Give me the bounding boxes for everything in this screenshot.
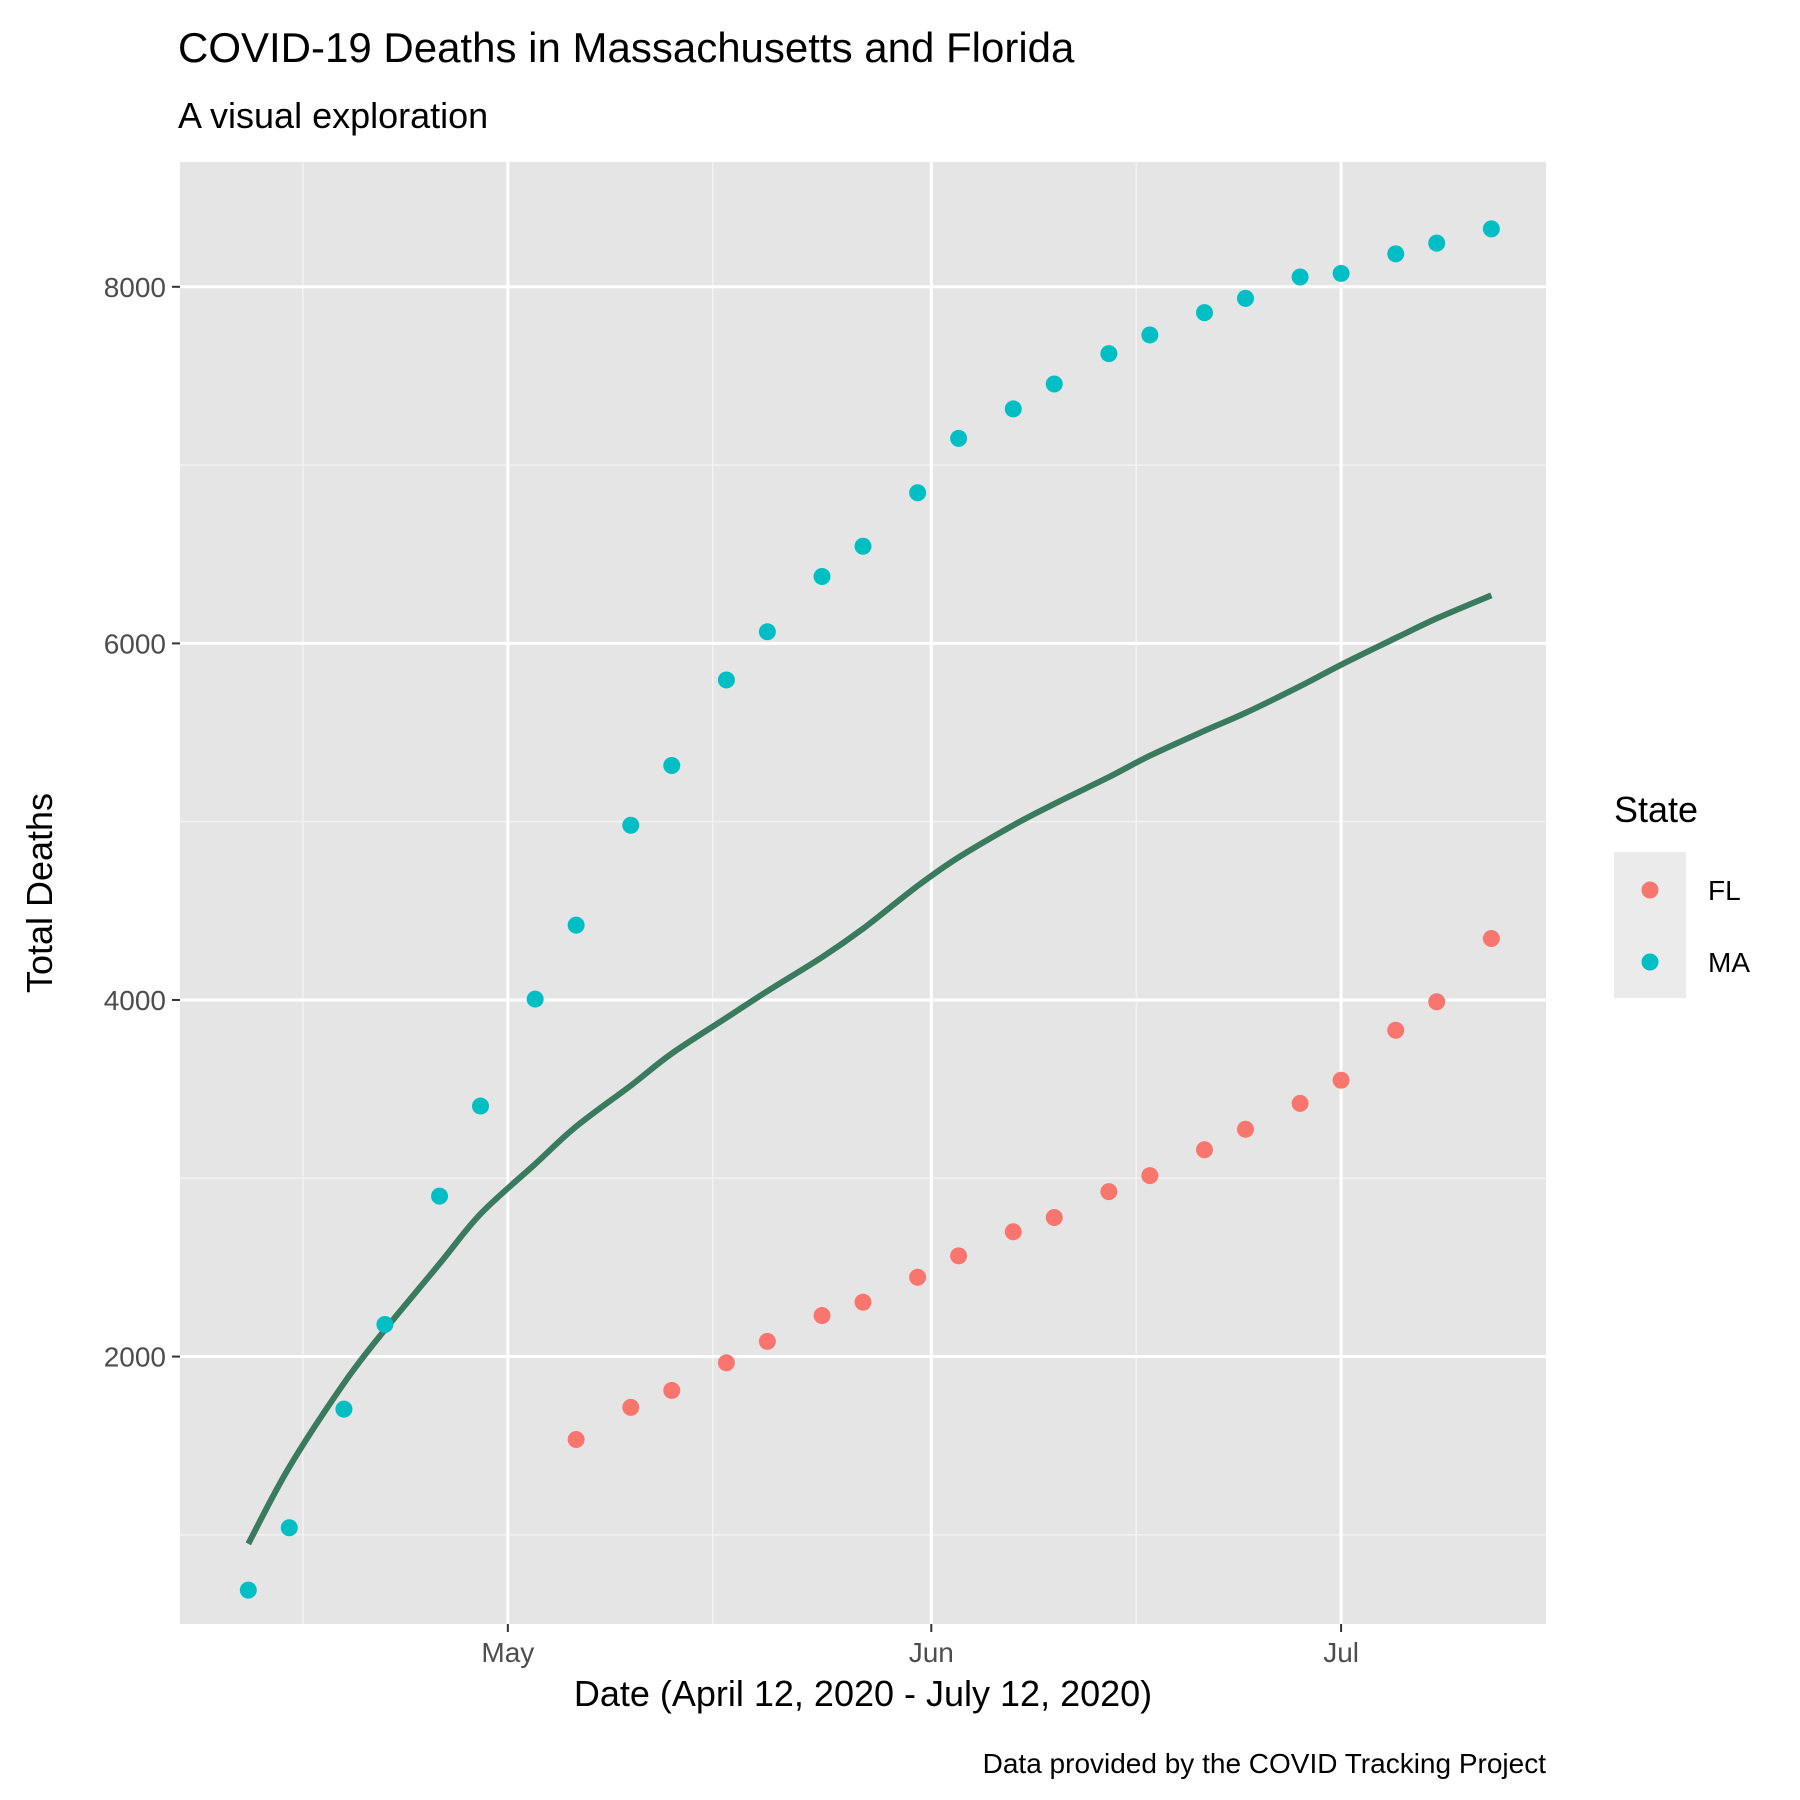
data-point-FL (1100, 1183, 1118, 1201)
x-axis-title: Date (April 12, 2020 - July 12, 2020) (574, 1673, 1152, 1714)
data-point-MA (717, 671, 735, 689)
data-point-FL (950, 1247, 968, 1265)
data-point-FL (663, 1381, 681, 1399)
data-point-FL (854, 1293, 872, 1311)
data-point-FL (1387, 1021, 1405, 1039)
minor-gridlines (180, 162, 1546, 1624)
series-FL (567, 929, 1500, 1448)
data-point-FL (1141, 1167, 1159, 1185)
data-point-FL (813, 1307, 831, 1325)
data-point-MA (909, 484, 927, 502)
data-point-MA (1196, 304, 1213, 322)
data-point-MA (758, 623, 776, 641)
data-point-FL (717, 1354, 735, 1372)
data-point-MA (854, 537, 872, 555)
data-point-FL (909, 1268, 927, 1286)
smooth-trend-line (245, 592, 1493, 1546)
data-point-MA (472, 1097, 490, 1115)
data-point-MA (1428, 234, 1446, 252)
data-point-FL (1291, 1094, 1309, 1112)
legend-label-MA: MA (1708, 947, 1750, 978)
data-point-MA (1236, 289, 1254, 307)
legend-key-FL (1641, 881, 1659, 899)
legend: State FL MA (1614, 789, 1750, 998)
data-point-MA (1141, 326, 1159, 344)
data-point-MA (335, 1400, 353, 1418)
x-tick-label: Jun (909, 1637, 954, 1668)
data-point-FL (1236, 1120, 1254, 1138)
chart-title: COVID-19 Deaths in Massachusetts and Flo… (178, 24, 1075, 71)
chart-subtitle: A visual exploration (178, 95, 488, 136)
data-point-MA (1387, 245, 1405, 263)
chart-caption: Data provided by the COVID Tracking Proj… (983, 1748, 1547, 1779)
major-gridlines (180, 162, 1546, 1624)
data-point-MA (567, 916, 585, 934)
data-point-MA (622, 816, 640, 834)
data-point-MA (1291, 268, 1309, 286)
data-point-MA (526, 990, 544, 1008)
data-point-MA (1045, 375, 1063, 393)
legend-key-MA (1641, 953, 1659, 971)
data-point-FL (1045, 1208, 1063, 1226)
y-axis-title: Total Deaths (19, 793, 60, 993)
data-point-MA (280, 1519, 298, 1537)
data-point-MA (431, 1187, 449, 1205)
data-point-MA (1100, 345, 1118, 363)
legend-keys: FL MA (1641, 875, 1750, 978)
y-tick-label: 8000 (104, 272, 166, 303)
data-point-FL (567, 1430, 585, 1448)
data-point-FL (1428, 993, 1446, 1011)
data-point-MA (663, 757, 681, 775)
data-point-MA (239, 1581, 257, 1599)
y-tick-label: 2000 (104, 1342, 166, 1373)
series-MA (239, 220, 1500, 1599)
y-tick-label: 6000 (104, 628, 166, 659)
data-point-FL (1332, 1071, 1350, 1089)
data-point-MA (376, 1315, 394, 1333)
data-point-MA (1332, 264, 1350, 282)
data-points-layer (239, 220, 1500, 1599)
data-point-MA (1482, 220, 1500, 238)
legend-label-FL: FL (1708, 875, 1741, 906)
x-tick-label: May (481, 1637, 534, 1668)
legend-key-background (1614, 852, 1686, 998)
data-point-FL (758, 1332, 776, 1350)
legend-title: State (1614, 789, 1698, 830)
data-point-FL (622, 1398, 640, 1416)
y-axis: 2000 4000 6000 8000 (104, 272, 180, 1373)
data-point-FL (1004, 1223, 1022, 1241)
data-point-FL (1196, 1141, 1213, 1159)
smooth-trend-layer (245, 592, 1493, 1546)
plot-panel (180, 162, 1546, 1624)
data-point-FL (1482, 929, 1500, 947)
data-point-MA (1004, 400, 1022, 418)
x-axis: May Jun Jul (481, 1624, 1359, 1668)
data-point-MA (813, 568, 831, 586)
data-point-MA (950, 429, 968, 447)
x-tick-label: Jul (1323, 1637, 1359, 1668)
y-tick-label: 4000 (104, 985, 166, 1016)
